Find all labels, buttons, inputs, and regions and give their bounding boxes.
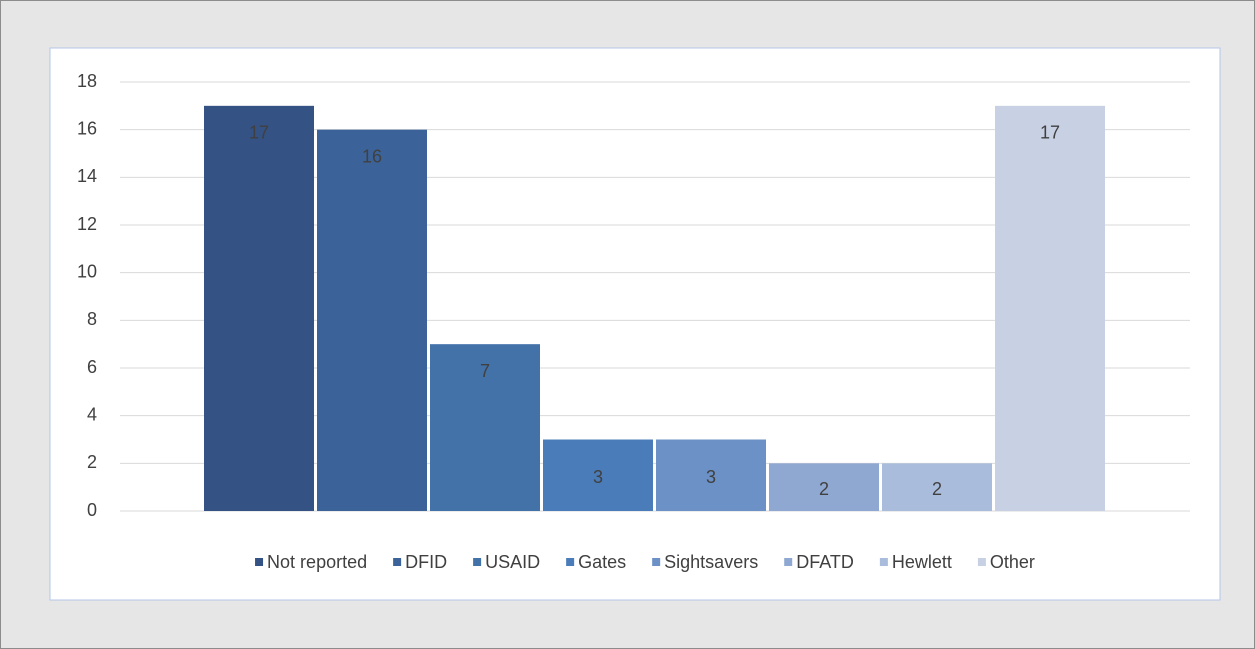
bar [995,105,1105,511]
legend-label: DFATD [796,552,854,572]
y-tick-label: 18 [77,71,97,91]
y-tick-label: 6 [87,357,97,377]
y-tick-label: 8 [87,309,97,329]
data-label: 17 [1040,123,1060,143]
data-label: 2 [819,479,829,499]
data-label: 7 [480,361,490,381]
legend-marker [255,558,264,566]
legend-marker [977,558,986,566]
y-tick-label: 4 [87,404,97,424]
legend-marker [473,558,482,566]
legend-marker [393,558,402,566]
legend-marker [652,558,661,566]
y-tick-label: 2 [87,452,97,472]
data-label: 3 [706,467,716,487]
bar [317,129,427,511]
y-tick-label: 0 [87,500,97,520]
data-label: 16 [362,146,382,166]
bar [543,439,653,511]
legend-label: Sightsavers [664,552,758,572]
y-tick-label: 12 [77,214,97,234]
data-label: 17 [249,123,269,143]
data-label: 3 [593,467,603,487]
legend-marker [566,558,575,566]
legend-label: Not reported [267,552,367,572]
legend-label: Gates [578,552,626,572]
legend-marker [879,558,888,566]
legend-marker [784,558,793,566]
y-tick-label: 10 [77,261,97,281]
data-label: 2 [932,479,942,499]
legend-label: Other [990,552,1035,572]
bar [656,439,766,511]
bar [882,463,992,511]
legend-label: USAID [485,552,540,572]
legend-label: Hewlett [892,552,952,572]
y-tick-label: 14 [77,166,97,186]
bar [769,463,879,511]
legend-label: DFID [405,552,447,572]
bar [430,344,540,511]
bar [204,105,314,511]
y-tick-label: 16 [77,118,97,138]
